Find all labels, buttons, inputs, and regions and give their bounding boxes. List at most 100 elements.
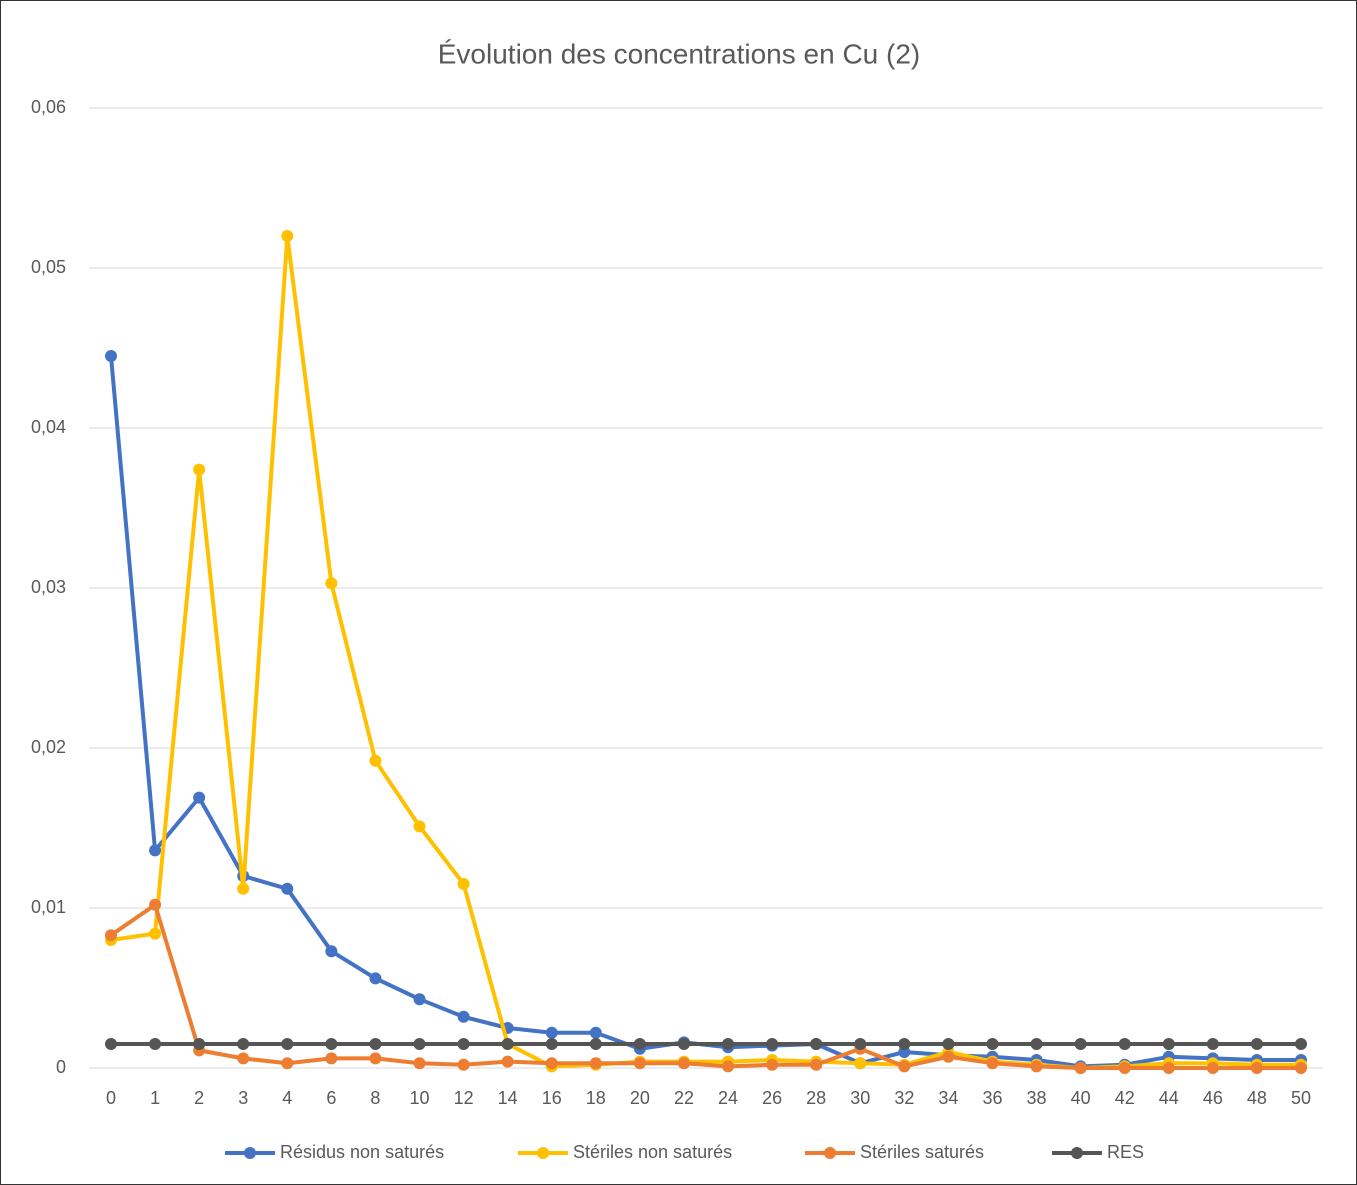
data-point: [457, 878, 470, 890]
data-point: [1030, 1038, 1043, 1050]
x-tick-label: 34: [938, 1088, 958, 1108]
data-point: [237, 1038, 250, 1050]
data-point: [325, 1052, 338, 1065]
y-tick-label: 0,06: [31, 97, 66, 117]
x-tick-label: 40: [1071, 1088, 1091, 1108]
x-tick-label: 50: [1291, 1088, 1311, 1108]
data-point: [1162, 1038, 1175, 1050]
data-point: [633, 1057, 646, 1070]
data-point: [545, 1057, 558, 1070]
data-point: [1206, 1038, 1219, 1050]
x-tick-label: 36: [982, 1088, 1002, 1108]
x-tick-label: 42: [1115, 1088, 1135, 1108]
data-point: [942, 1050, 955, 1063]
data-point: [1250, 1038, 1263, 1050]
data-point: [1206, 1062, 1219, 1074]
data-point: [325, 577, 338, 590]
x-tick-label: 18: [586, 1088, 606, 1108]
data-point: [193, 1038, 206, 1050]
x-tick-label: 12: [454, 1088, 474, 1108]
data-point: [281, 1057, 294, 1070]
data-point: [1074, 1038, 1087, 1050]
data-point: [501, 1038, 514, 1050]
data-point: [986, 1038, 999, 1050]
x-tick-label: 0: [106, 1088, 116, 1108]
data-point: [413, 1038, 426, 1050]
legend-marker: [824, 1147, 836, 1159]
data-point: [589, 1038, 602, 1050]
legend-label: Résidus non saturés: [280, 1142, 444, 1162]
y-tick-label: 0,02: [31, 737, 66, 757]
legend-label: Stériles saturés: [860, 1142, 984, 1162]
data-point: [149, 844, 162, 857]
data-point: [413, 820, 426, 833]
x-tick-label: 46: [1203, 1088, 1223, 1108]
legend-label: Stériles non saturés: [573, 1142, 732, 1162]
x-tick-label: 20: [630, 1088, 650, 1108]
data-point: [369, 1038, 382, 1050]
data-point: [369, 1052, 382, 1065]
data-point: [281, 230, 294, 242]
data-point: [105, 1038, 117, 1050]
data-point: [810, 1038, 823, 1050]
x-tick-label: 4: [282, 1088, 292, 1108]
y-tick-label: 0,03: [31, 577, 66, 597]
data-point: [457, 1010, 470, 1023]
data-point: [545, 1026, 558, 1039]
data-point: [854, 1057, 867, 1070]
data-point: [281, 1038, 294, 1050]
data-point: [237, 882, 250, 895]
x-tick-label: 38: [1027, 1088, 1047, 1108]
data-point: [942, 1038, 955, 1050]
data-point: [105, 929, 117, 942]
x-tick-label: 6: [326, 1088, 336, 1108]
data-point: [810, 1058, 823, 1071]
legend-marker: [537, 1147, 549, 1159]
data-point: [1295, 1062, 1307, 1074]
data-point: [369, 754, 382, 767]
data-point: [1162, 1062, 1175, 1074]
data-point: [149, 898, 162, 911]
data-point: [237, 1052, 250, 1065]
x-tick-label: 30: [850, 1088, 870, 1108]
series-line: [109, 902, 1301, 1070]
data-point: [766, 1038, 779, 1050]
y-tick-label: 0,01: [31, 897, 66, 917]
data-point: [1118, 1062, 1131, 1074]
data-point: [457, 1058, 470, 1071]
chart-title: Évolution des concentrations en Cu (2): [438, 38, 921, 69]
data-point: [1030, 1060, 1043, 1073]
data-point: [413, 1057, 426, 1070]
data-point: [589, 1026, 602, 1039]
data-point: [722, 1038, 735, 1050]
data-point: [1074, 1062, 1087, 1074]
data-point: [1250, 1062, 1263, 1074]
data-point: [677, 1038, 690, 1050]
data-point: [281, 882, 294, 895]
x-tick-label: 3: [238, 1088, 248, 1108]
x-tick-label: 14: [498, 1088, 518, 1108]
x-tick-label: 2: [194, 1088, 204, 1108]
data-point: [633, 1038, 646, 1050]
data-point: [545, 1038, 558, 1050]
x-tick-label: 16: [542, 1088, 562, 1108]
data-point: [325, 945, 338, 958]
y-tick-label: 0,05: [31, 257, 66, 277]
data-point: [149, 927, 162, 940]
x-tick-label: 24: [718, 1088, 738, 1108]
data-point: [766, 1058, 779, 1071]
data-point: [898, 1038, 911, 1050]
data-point: [105, 350, 117, 362]
x-tick-label: 32: [894, 1088, 914, 1108]
data-point: [457, 1038, 470, 1050]
data-point: [898, 1060, 911, 1073]
x-tick-label: 44: [1159, 1088, 1179, 1108]
data-point: [1295, 1038, 1307, 1050]
x-tick-label: 22: [674, 1088, 694, 1108]
x-tick-label: 1: [150, 1088, 160, 1108]
y-tick-label: 0,04: [31, 417, 66, 437]
data-point: [677, 1057, 690, 1070]
data-point: [1118, 1038, 1131, 1050]
